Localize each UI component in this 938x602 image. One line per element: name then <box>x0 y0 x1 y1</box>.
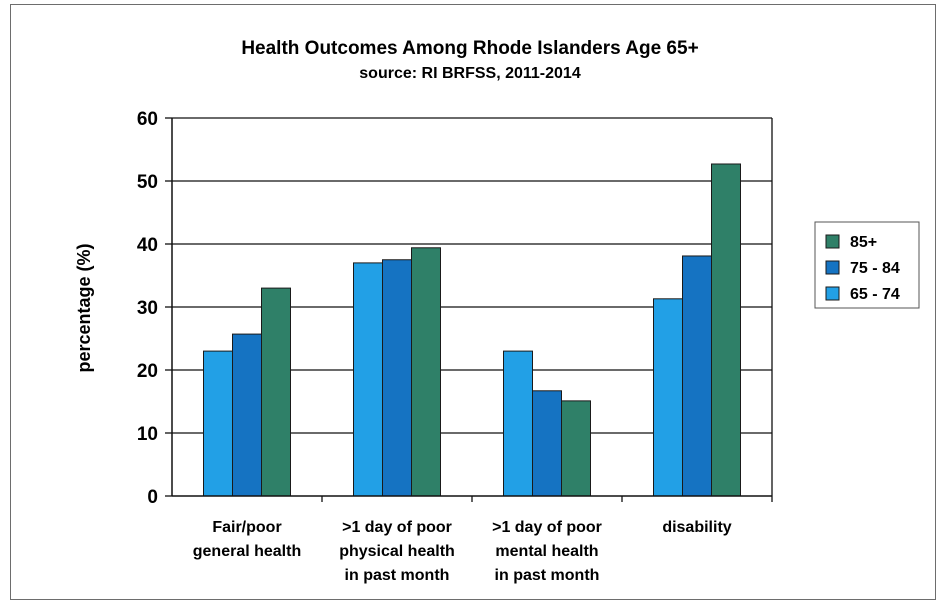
axes <box>165 117 773 502</box>
x-category-label: physical health <box>339 543 455 560</box>
bar-85--2 <box>561 400 591 497</box>
bar-65-74-3 <box>653 298 683 497</box>
category-labels: Fair/poor general health >1 day of poor phy… <box>193 519 732 584</box>
y-tick-label: 60 <box>137 109 158 130</box>
y-tick-label: 0 <box>147 487 158 508</box>
bar-75-84-1 <box>382 259 412 497</box>
legend-swatch <box>825 286 840 301</box>
x-category-label: in past month <box>345 567 450 584</box>
bar-65-74-2 <box>503 350 533 497</box>
bar-65-74-1 <box>353 262 383 497</box>
x-category-label: >1 day of poor <box>492 519 602 536</box>
bar-85--1 <box>411 247 441 497</box>
y-tick-label: 40 <box>137 235 158 256</box>
legend-label: 85+ <box>850 234 877 251</box>
y-tick-label: 20 <box>137 361 158 382</box>
bar-85--3 <box>711 163 741 497</box>
chart-title: Health Outcomes Among Rhode Islanders Ag… <box>241 38 698 59</box>
x-category-label: >1 day of poor <box>342 519 452 536</box>
y-axis-label: percentage (%) <box>74 243 94 372</box>
bar-75-84-0 <box>232 333 262 497</box>
y-tick-label: 10 <box>137 424 158 445</box>
y-tick-labels: 0 10 20 30 40 50 60 <box>137 109 158 508</box>
legend-label: 65 - 74 <box>850 286 900 303</box>
x-category-label: in past month <box>495 567 600 584</box>
x-category-label: general health <box>193 543 301 560</box>
x-category-label: Fair/poor <box>212 519 281 536</box>
legend-label: 75 - 84 <box>850 260 900 277</box>
bar-75-84-2 <box>532 390 562 497</box>
legend: 85+ 75 - 84 65 - 74 <box>814 221 920 309</box>
chart-subtitle: source: RI BRFSS, 2011-2014 <box>359 65 581 82</box>
bar-65-74-0 <box>203 350 233 497</box>
y-tick-label: 30 <box>137 298 158 319</box>
legend-items: 85+ 75 - 84 65 - 74 <box>825 234 900 303</box>
bars <box>203 163 741 497</box>
legend-swatch <box>825 260 840 275</box>
bar-85--0 <box>261 287 291 497</box>
legend-swatch <box>825 234 840 249</box>
x-category-label: disability <box>662 519 731 536</box>
y-tick-label: 50 <box>137 172 158 193</box>
bar-75-84-3 <box>682 255 712 497</box>
x-category-label: mental health <box>495 543 598 560</box>
chart-frame <box>10 4 936 600</box>
